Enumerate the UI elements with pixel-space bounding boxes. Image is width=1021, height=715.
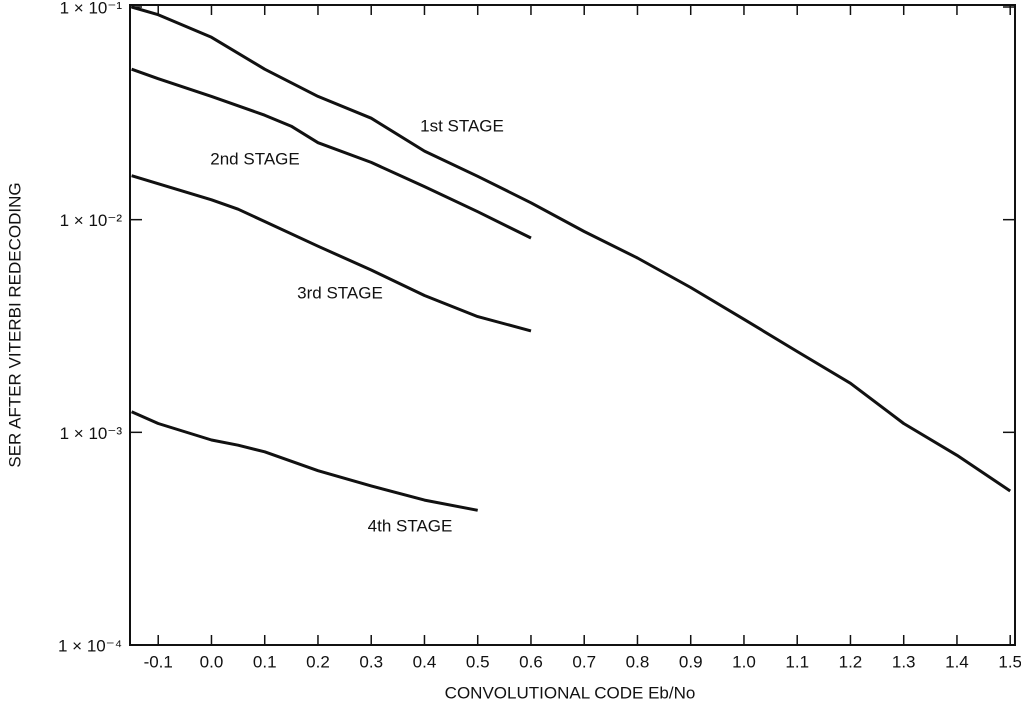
series-label: 3rd STAGE [297, 283, 383, 302]
x-tick-label: 1.4 [945, 652, 969, 671]
series-label: 4th STAGE [368, 516, 453, 535]
x-tick-label: 0.1 [253, 652, 277, 671]
x-tick-label: 0.4 [413, 652, 437, 671]
x-tick-label: 1.3 [892, 652, 916, 671]
x-tick-label: 0.2 [306, 652, 330, 671]
series-line [131, 67, 532, 240]
series-line [131, 174, 532, 333]
x-tick-label: 0.5 [466, 652, 490, 671]
series-label: 1st STAGE [420, 116, 504, 135]
x-tick-label: 0.9 [679, 652, 703, 671]
x-tick-label: 0.6 [519, 652, 543, 671]
y-tick-label: 1 × 10⁻² [60, 211, 123, 230]
x-tick-label: -0.1 [144, 652, 173, 671]
y-tick-label: 1 × 10⁻¹ [60, 0, 123, 17]
y-axis-label: SER AFTER VITERBI REDECODING [5, 182, 24, 467]
series-label: 2nd STAGE [210, 149, 299, 168]
x-tick-label: 0.7 [572, 652, 596, 671]
x-tick-label: 0.8 [626, 652, 650, 671]
x-tick-label: 0.3 [359, 652, 383, 671]
plot-frame [129, 4, 1016, 646]
x-tick-label: 1.0 [732, 652, 756, 671]
y-tick-label: 1 × 10⁻³ [60, 424, 123, 443]
series-line [131, 5, 1012, 493]
x-tick-label: 1.2 [839, 652, 863, 671]
x-tick-label: 1.5 [998, 652, 1021, 671]
x-tick-label: 1.1 [785, 652, 809, 671]
y-tick-label: 1 × 10⁻⁴ [58, 636, 122, 655]
x-axis-label: CONVOLUTIONAL CODE Eb/No [445, 683, 696, 702]
x-tick-label: 0.0 [200, 652, 224, 671]
series-line [130, 410, 478, 512]
